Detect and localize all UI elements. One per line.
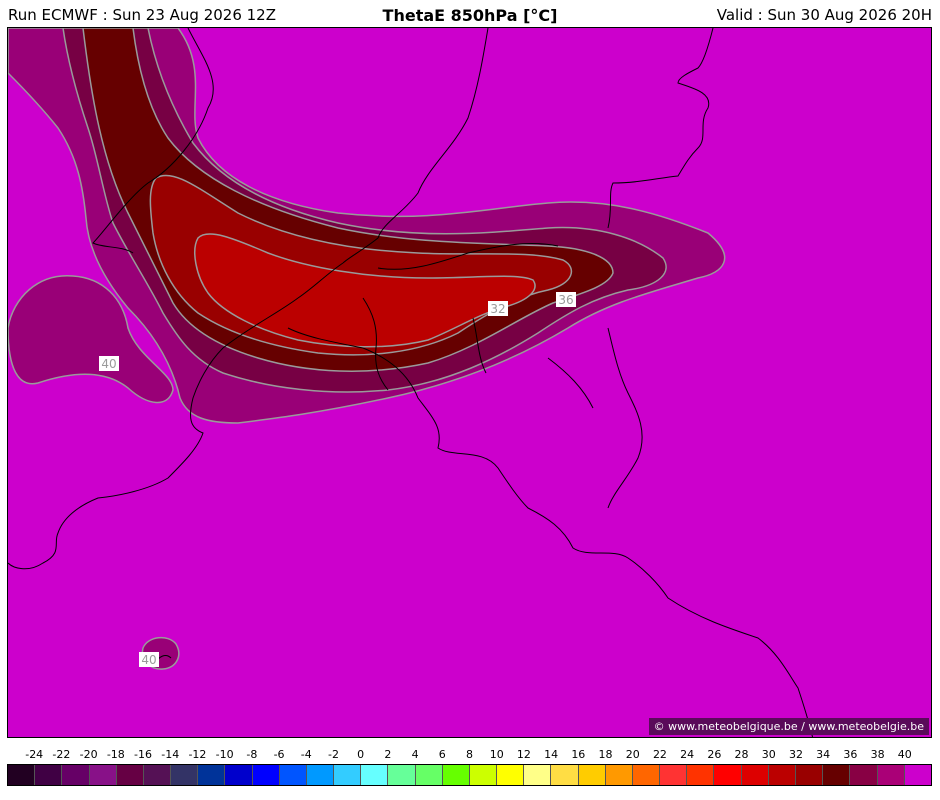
colorscale-label: 38 — [870, 748, 885, 761]
colorscale-cell — [306, 765, 335, 785]
colorscale-label: -22 — [52, 748, 71, 761]
valid-time: Valid : Sun 30 Aug 2026 20H — [716, 6, 932, 24]
colorscale-cell — [741, 765, 769, 785]
colorscale-label: -12 — [188, 748, 207, 761]
colorscale-label: 6 — [438, 748, 446, 761]
run-info: Run ECMWF : Sun 23 Aug 2026 12Z — [8, 6, 276, 24]
weather-map: 32 36 40 40 © www.meteobelgique.be / www… — [7, 27, 932, 738]
colorscale-cell — [660, 765, 688, 785]
colorscale-cell — [35, 765, 63, 785]
map-canvas: 32 36 40 40 — [8, 28, 814, 737]
colorscale-cell — [279, 765, 307, 785]
contour-label-32: 32 — [490, 302, 505, 316]
colorscale-label: -2 — [327, 748, 339, 761]
colorscale-label: 20 — [625, 748, 640, 761]
colorscale-cell — [795, 765, 824, 785]
colorscale-cell — [143, 765, 172, 785]
colorscale-label: 2 — [384, 748, 392, 761]
colorscale-cell — [225, 765, 253, 785]
colorscale-label: -4 — [300, 748, 312, 761]
colorscale-cell — [605, 765, 633, 785]
colorscale-cell — [252, 765, 280, 785]
contour-labels: 32 36 40 40 — [99, 292, 576, 667]
colorscale-label: -14 — [161, 748, 180, 761]
colorscale-label: 34 — [816, 748, 831, 761]
colorscale-cell — [904, 765, 931, 785]
colorscale-cell — [768, 765, 796, 785]
colorscale-label: -10 — [215, 748, 234, 761]
colorscale-label: 32 — [788, 748, 803, 761]
colorscale-label: -6 — [273, 748, 285, 761]
colorscale-cell — [388, 765, 416, 785]
colorscale-cell — [850, 765, 878, 785]
contour-label-40-west: 40 — [101, 357, 116, 371]
colorscale-label: 28 — [734, 748, 749, 761]
colorscale-label: -16 — [134, 748, 152, 761]
colorscale-label: 40 — [897, 748, 912, 761]
colorscale-cell — [578, 765, 606, 785]
colorscale-cell — [198, 765, 226, 785]
colorscale-label: 30 — [761, 748, 776, 761]
colorscale-label: 4 — [411, 748, 419, 761]
colorscale-label: -8 — [246, 748, 258, 761]
colorscale-label: -24 — [25, 748, 44, 761]
contour-blob-west — [8, 275, 174, 404]
colorscale-label: 10 — [489, 748, 504, 761]
colorscale-label: 12 — [516, 748, 531, 761]
colorscale-cell — [551, 765, 579, 785]
colorscale-label: 24 — [680, 748, 695, 761]
contour-label-40-south: 40 — [141, 653, 156, 667]
colorscale-bar — [7, 764, 932, 786]
colorscale-label: -18 — [106, 748, 125, 761]
colorscale-label: 26 — [707, 748, 722, 761]
colorscale-label: 16 — [571, 748, 586, 761]
colorscale-label: 14 — [544, 748, 559, 761]
colorscale-cell — [877, 765, 905, 785]
colorscale-cell — [171, 765, 199, 785]
colorscale-cell — [497, 765, 525, 785]
colorscale-cell — [415, 765, 443, 785]
colorscale-cell — [823, 765, 851, 785]
colorscale-cell — [442, 765, 470, 785]
colorscale-cell — [687, 765, 715, 785]
colorscale-cell — [469, 765, 498, 785]
colorscale-label: 36 — [843, 748, 858, 761]
colorscale-cell — [89, 765, 117, 785]
contour-label-36: 36 — [558, 293, 573, 307]
colorscale-cell — [62, 765, 90, 785]
colorscale-label: 22 — [652, 748, 667, 761]
colorscale-label: 0 — [357, 748, 365, 761]
colorscale-cell — [714, 765, 742, 785]
colorscale-cell — [361, 765, 389, 785]
colorscale-cell — [334, 765, 362, 785]
colorscale-labels: -24 -22 -20 -18 -16 -14 -12 -10 -8 -6 -4 -2 0 2 4 6 8 10 1… — [7, 748, 932, 764]
colorscale-cell — [8, 765, 36, 785]
colorscale-label: -20 — [79, 748, 98, 761]
colorscale-label: 8 — [466, 748, 473, 761]
colorscale-label: 18 — [598, 748, 613, 761]
colorscale-cell — [632, 765, 661, 785]
colorscale-cell — [524, 765, 552, 785]
colorscale-cell — [116, 765, 144, 785]
map-credit: © www.meteobelgique.be / www.meteobelgie… — [648, 718, 929, 735]
coastlines — [8, 28, 814, 737]
chart-title: ThetaE 850hPa [°C] — [382, 6, 558, 25]
